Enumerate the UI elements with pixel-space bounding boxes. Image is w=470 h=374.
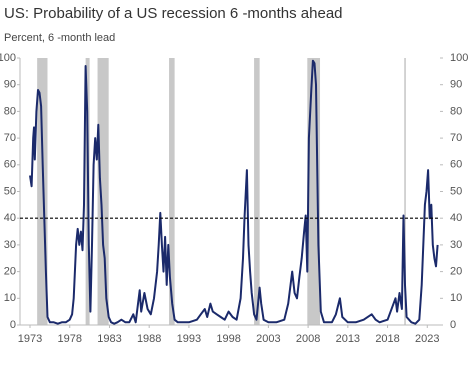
- y-tick-label: 80: [4, 105, 16, 117]
- recession-band: [97, 58, 109, 325]
- x-tick-label: 1973: [18, 333, 42, 345]
- chart-title: US: Probability of a US recession 6 -mon…: [4, 5, 343, 22]
- y-tick-label: 30: [4, 239, 16, 251]
- chart-subtitle: Percent, 6 -month lead: [4, 32, 115, 44]
- x-tick-label: 1988: [137, 333, 161, 345]
- x-tick-label: 1993: [177, 333, 201, 345]
- recession-band: [254, 58, 260, 325]
- series-line: [29, 59, 439, 325]
- y-tick-label: 20: [4, 266, 16, 278]
- y2-tick-label: 50: [450, 185, 462, 197]
- y2-tick-label: 60: [450, 159, 462, 171]
- y2-tick-label: 20: [450, 266, 462, 278]
- x-tick-label: 2013: [336, 333, 360, 345]
- y2-tick-label: 80: [450, 105, 462, 117]
- y-tick-label: 100: [0, 52, 16, 64]
- x-tick-label: 2023: [415, 333, 439, 345]
- x-tick-label: 1978: [57, 333, 81, 345]
- y2-tick-label: 10: [450, 292, 462, 304]
- x-tick-label: 2003: [256, 333, 280, 345]
- y-tick-label: 10: [4, 292, 16, 304]
- y-tick-label: 70: [4, 132, 16, 144]
- x-tick-label: 1983: [97, 333, 121, 345]
- y-tick-label: 40: [4, 212, 16, 224]
- y-tick-label: 90: [4, 79, 16, 91]
- x-tick-label: 2008: [296, 333, 320, 345]
- recession-band: [404, 58, 406, 325]
- y2-tick-label: 90: [450, 79, 462, 91]
- y2-tick-label: 0: [450, 319, 456, 331]
- recession-band: [169, 58, 175, 325]
- y-tick-label: 50: [4, 185, 16, 197]
- y2-tick-label: 70: [450, 132, 462, 144]
- y-tick-label: 0: [10, 319, 16, 331]
- x-tick-label: 1998: [216, 333, 240, 345]
- y2-tick-label: 40: [450, 212, 462, 224]
- y-tick-label: 60: [4, 159, 16, 171]
- x-tick-label: 2018: [375, 333, 399, 345]
- y2-tick-label: 100: [450, 52, 468, 64]
- recession-band: [37, 58, 48, 325]
- y2-tick-label: 30: [450, 239, 462, 251]
